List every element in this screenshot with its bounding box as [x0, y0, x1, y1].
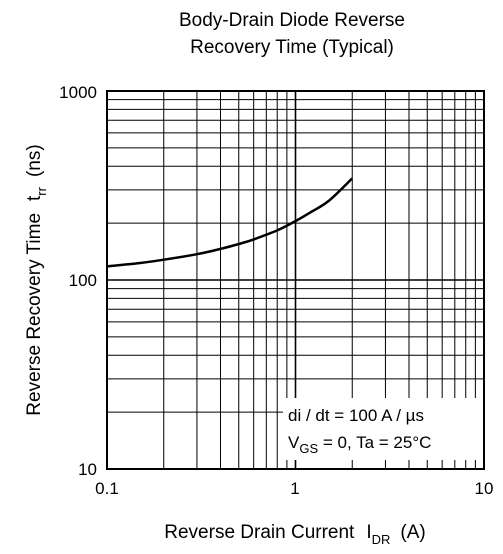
- y-tick-label: 100: [69, 271, 97, 290]
- x-tick-labels: 0.1 1 10: [95, 479, 493, 498]
- x-axis-label-unit: (A): [400, 522, 425, 543]
- x-tick-label: 0.1: [95, 479, 119, 498]
- x-tick-label: 10: [475, 479, 494, 498]
- annotation-background: [283, 398, 483, 460]
- y-axis-label-symbol: t: [24, 195, 45, 201]
- plot-frame: [106, 90, 485, 470]
- annotation-line2-prefix: V: [288, 433, 300, 452]
- chart-title-line2: Recovery Time (Typical): [190, 37, 394, 58]
- x-axis-label-symbol: I: [366, 522, 371, 543]
- y-axis-label: Reverse Recovery Time trr (ns): [24, 144, 49, 415]
- y-tick-label: 10: [78, 460, 97, 479]
- annotation-line2-suffix: = 0, Ta = 25°C: [318, 433, 431, 452]
- y-tick-label: 1000: [59, 83, 97, 102]
- x-axis-label-main: Reverse Drain Current: [164, 522, 355, 543]
- y-axis-label-subscript: rr: [34, 186, 49, 195]
- annotation-line2-subscript: GS: [299, 441, 318, 456]
- data-curve: [106, 177, 354, 268]
- x-tick-label: 1: [290, 479, 299, 498]
- annotation-line1: di / dt = 100 A / µs: [288, 406, 424, 425]
- x-axis-label-subscript: DR: [372, 532, 391, 547]
- y-tick-labels: 10 100 1000: [59, 83, 97, 479]
- y-axis-label-unit: (ns): [24, 144, 45, 177]
- annotation-line2: VGS = 0, Ta = 25°C: [288, 433, 431, 456]
- y-axis-label-main: Reverse Recovery Time: [24, 213, 45, 416]
- x-axis-label: Reverse Drain Current IDR (A): [164, 522, 425, 547]
- chart-title-line1: Body-Drain Diode Reverse: [179, 10, 405, 31]
